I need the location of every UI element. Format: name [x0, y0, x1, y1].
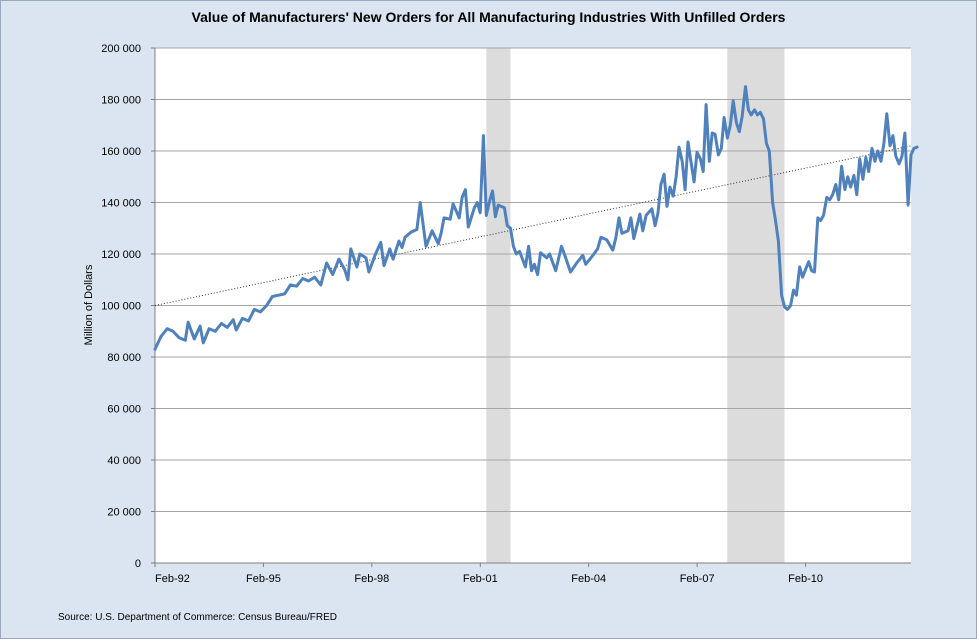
- series-line: [153, 85, 919, 351]
- chart-title: Value of Manufacturers' New Orders for A…: [191, 9, 786, 25]
- x-tick-label: Feb-10: [788, 573, 823, 585]
- y-tick-label: 100 000: [101, 301, 141, 313]
- x-tick-label: Feb-01: [463, 573, 498, 585]
- source-note: Source: U.S. Department of Commerce: Cen…: [58, 612, 337, 623]
- y-tick-label: 80 000: [107, 352, 141, 364]
- x-tick-label: Feb-95: [246, 573, 281, 585]
- y-tick-label: 180 000: [101, 95, 141, 107]
- x-tick-label: Feb-04: [571, 573, 606, 585]
- x-tick-label: Feb-98: [354, 573, 389, 585]
- y-tick-label: 200 000: [101, 43, 141, 55]
- y-tick-label: 20 000: [107, 507, 141, 519]
- y-axis-label: Million of Dollars: [83, 264, 95, 345]
- y-tick-label: 60 000: [107, 404, 141, 416]
- y-tick-label: 120 000: [101, 249, 141, 261]
- y-tick-label: 160 000: [101, 146, 141, 158]
- y-tick-label: 0: [135, 558, 141, 570]
- y-tick-label: 140 000: [101, 198, 141, 210]
- x-tick-label: Feb-07: [680, 573, 715, 585]
- x-tick-label: Feb-92: [155, 573, 190, 585]
- y-tick-label: 40 000: [107, 455, 141, 467]
